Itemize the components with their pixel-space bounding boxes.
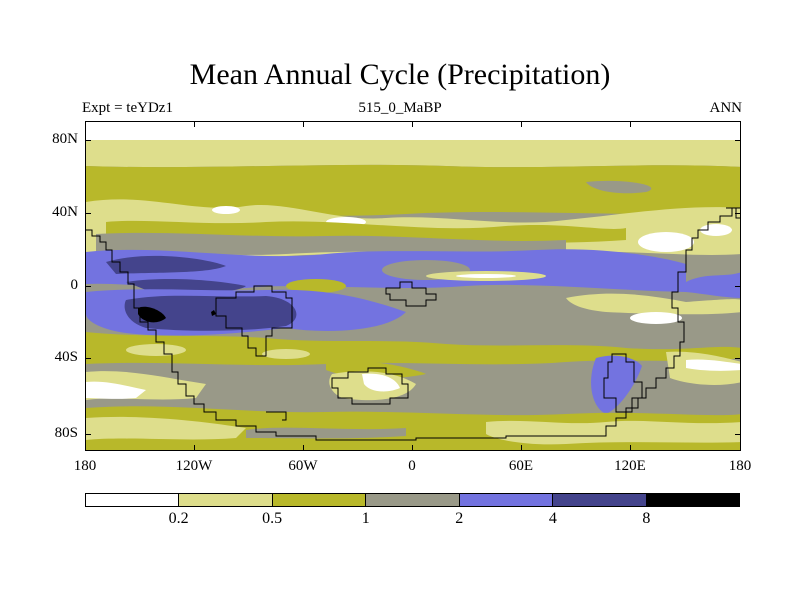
lon-tick <box>303 445 304 451</box>
light-patch <box>486 420 740 445</box>
lon-label-60e: 60E <box>508 458 534 474</box>
gray-patch <box>246 427 406 439</box>
australia-blue-region <box>591 355 642 414</box>
midlat-gray-band <box>96 232 566 255</box>
dark-blue-patch <box>106 255 226 274</box>
map-canvas <box>86 122 740 450</box>
lat-label-40n: 40N <box>52 204 78 220</box>
lon-tick <box>303 121 304 127</box>
lat-tick <box>735 213 741 214</box>
lat-label-equator: 0 <box>70 277 79 293</box>
maximum-precipitation-core <box>138 306 166 323</box>
arctic-band <box>86 122 740 140</box>
dark-blue-patch <box>126 279 246 293</box>
white-patch <box>86 381 146 399</box>
lon-label-120e: 120E <box>614 458 646 474</box>
colorbar-box <box>86 494 180 506</box>
season-label: ANN <box>709 100 743 116</box>
lon-label-180e: 180 <box>728 458 752 474</box>
lon-label-120w: 120W <box>175 458 213 474</box>
northern-light-band <box>86 140 740 168</box>
lon-tick <box>194 445 195 451</box>
southern-dark-blue-core <box>124 295 297 331</box>
lon-tick <box>412 445 413 451</box>
colorbar-level-label: 0.2 <box>168 510 189 527</box>
colorbar <box>85 493 740 507</box>
coastlines <box>86 207 740 441</box>
white-patch <box>638 232 694 252</box>
colorbar-level-label: 4 <box>548 510 557 527</box>
lon-label-60w: 60W <box>288 458 318 474</box>
lon-label-0: 0 <box>408 458 416 474</box>
lat-tick <box>735 358 741 359</box>
lat-label-80s: 80S <box>54 425 78 441</box>
lat-tick <box>735 140 741 141</box>
lon-tick <box>630 445 631 451</box>
colorbar-level-label: 0.5 <box>262 510 283 527</box>
coastline <box>603 353 643 413</box>
lon-tick <box>412 121 413 127</box>
coastline <box>86 207 740 441</box>
lon-tick <box>521 121 522 127</box>
precipitation-map <box>85 121 741 451</box>
period-label: 515_0_MaBP <box>358 100 442 116</box>
northern-gray-patch <box>586 180 652 194</box>
white-patch <box>630 312 682 324</box>
antarctic-white-patch <box>362 373 400 392</box>
coastline <box>215 285 293 357</box>
lon-tick <box>521 445 522 451</box>
colorbar-box <box>553 494 647 506</box>
lat-tick <box>85 213 91 214</box>
white-patch <box>212 206 240 214</box>
lat-tick <box>735 286 741 287</box>
lon-tick <box>630 121 631 127</box>
colorbar-level-label: 8 <box>642 510 651 527</box>
lat-tick <box>85 434 91 435</box>
southern-light-patch <box>566 293 740 315</box>
lat-label-40s: 40S <box>54 349 78 365</box>
white-patch <box>686 359 740 371</box>
lat-label-80n: 80N <box>52 131 78 147</box>
colorbar-box <box>272 494 367 506</box>
colorbar-box <box>646 494 739 506</box>
southern-olive-band <box>86 332 740 366</box>
tropical-olive-patch <box>286 279 346 293</box>
lon-label-180w: 180 <box>73 458 97 474</box>
lat-tick <box>85 358 91 359</box>
lat-tick <box>735 434 741 435</box>
colorbar-level-label: 1 <box>361 510 370 527</box>
northern-olive-band <box>86 164 740 216</box>
maximum-precipitation-dot <box>211 310 216 316</box>
colorbar-box <box>179 494 273 506</box>
colorbar-level-label: 2 <box>455 510 464 527</box>
coastline <box>385 281 437 307</box>
southern-blue-patch <box>686 272 740 298</box>
colorbar-box <box>459 494 554 506</box>
light-patch <box>262 349 310 359</box>
light-patch <box>86 416 246 440</box>
light-patch <box>126 344 186 356</box>
colorbar-box <box>366 494 460 506</box>
experiment-label: Expt = teYDz1 <box>82 100 173 116</box>
coastline <box>266 411 287 421</box>
lat-tick <box>85 286 91 287</box>
lat-tick <box>85 140 91 141</box>
equatorial-white-patch <box>456 274 516 278</box>
map-title: Mean Annual Cycle (Precipitation) <box>189 58 611 91</box>
lon-tick <box>194 121 195 127</box>
coastline <box>331 367 409 405</box>
